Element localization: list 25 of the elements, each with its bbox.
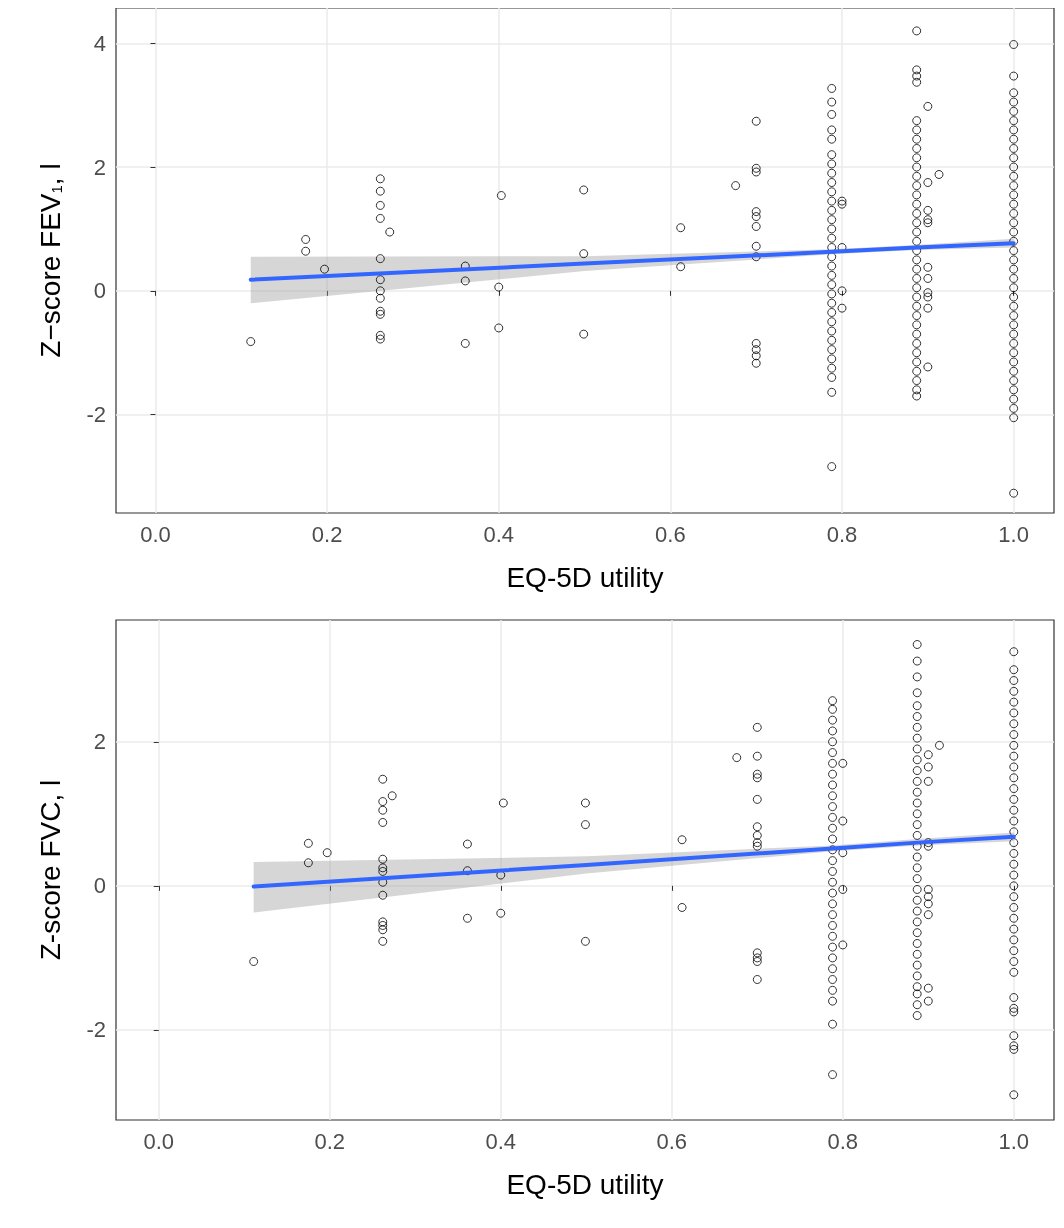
y-tick-label: -2	[86, 1017, 106, 1043]
x-tick-label: 0.6	[655, 521, 686, 547]
line-series	[248, 241, 1016, 282]
x-tick-label: 0.4	[483, 521, 515, 547]
x-tick-label: 1.0	[998, 1128, 1030, 1154]
y-tick-label: 2	[93, 729, 106, 755]
y-tick-label: 0	[93, 873, 106, 899]
y-tick-label: 2	[93, 154, 106, 180]
y-tick-label: 0	[93, 278, 106, 304]
x-tick-label: 0.0	[140, 521, 171, 547]
x-tick-label: 0.2	[311, 521, 343, 547]
x-tick-label: 0.0	[143, 1128, 175, 1154]
x-tick-label: 0.8	[826, 521, 858, 547]
y-axis-title: Z-score FVC, l	[34, 779, 66, 961]
y-axis-title: Z−score FEV1, l	[34, 163, 66, 358]
x-axis-title: EQ-5D utility	[506, 1168, 664, 1200]
x-axis-title: EQ-5D utility	[506, 561, 664, 593]
y-tick-label: 4	[93, 30, 106, 56]
x-tick-label: 0.8	[827, 1128, 859, 1154]
x-tick-label: 0.6	[656, 1128, 688, 1154]
x-tick-label: 1.0	[998, 521, 1029, 547]
line-series	[251, 834, 1016, 889]
y-tick-label: -2	[86, 402, 106, 428]
x-tick-label: 0.2	[314, 1128, 346, 1154]
x-tick-label: 0.4	[485, 1128, 517, 1154]
